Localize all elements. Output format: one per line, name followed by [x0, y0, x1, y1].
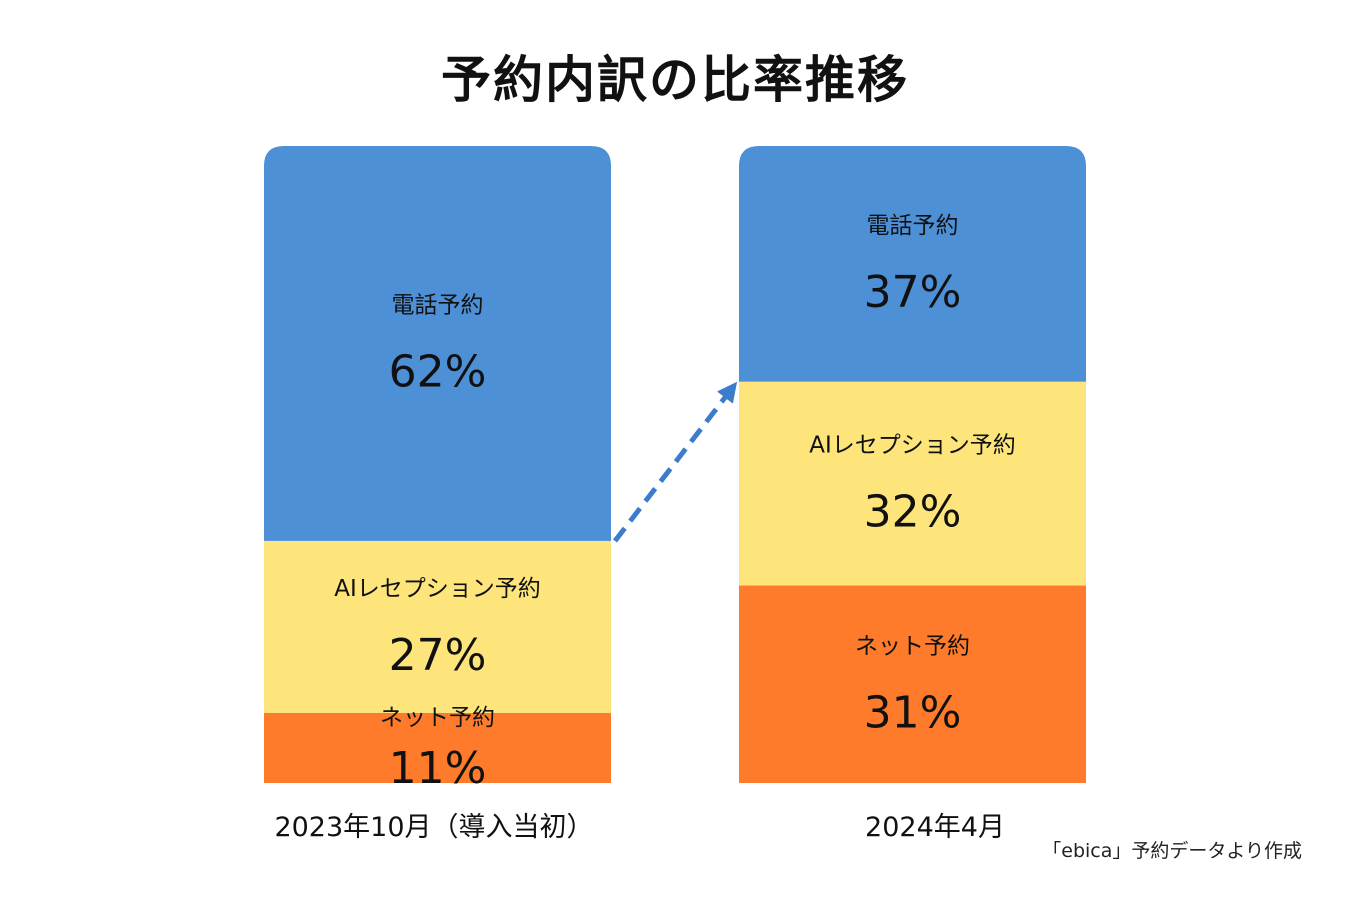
source-note: 「ebica」予約データより作成 — [1042, 840, 1302, 862]
segment-value-label: 11% — [389, 743, 487, 794]
segment-name-label: 電話予約 — [392, 292, 484, 318]
segment-value-label: 62% — [389, 346, 487, 397]
segment-name-label: AIレセプション予約 — [334, 576, 541, 602]
x-category-label: 2023年10月（導入当初） — [274, 812, 593, 843]
bar-0-labels: ネット予約 11% AIレセプション予約 27% 電話予約 62% — [334, 292, 541, 793]
segment-value-label: 27% — [389, 630, 487, 681]
bar-1-labels: ネット予約 31% AIレセプション予約 32% 電話予約 37% — [809, 213, 1016, 738]
segment-name-label: ネット予約 — [855, 633, 970, 659]
bar-1 — [739, 146, 1086, 783]
trend-arrow — [613, 381, 738, 543]
bar-segment — [264, 712, 611, 783]
bar-segment — [739, 585, 1086, 783]
segment-name-label: 電話予約 — [867, 213, 959, 239]
segment-value-label: 32% — [864, 487, 962, 538]
bar-segment — [264, 540, 611, 713]
segment-value-label: 37% — [864, 267, 962, 318]
bar-0 — [264, 146, 611, 783]
bar-segment — [264, 146, 611, 541]
bar-segment — [739, 381, 1086, 586]
bar-segment — [739, 146, 1086, 382]
x-category-label: 2024年4月 — [865, 812, 1005, 843]
segment-name-label: AIレセプション予約 — [809, 433, 1016, 459]
segment-name-label: ネット予約 — [380, 705, 495, 731]
chart-title: 予約内訳の比率推移 — [441, 51, 909, 109]
segment-value-label: 31% — [864, 687, 962, 738]
